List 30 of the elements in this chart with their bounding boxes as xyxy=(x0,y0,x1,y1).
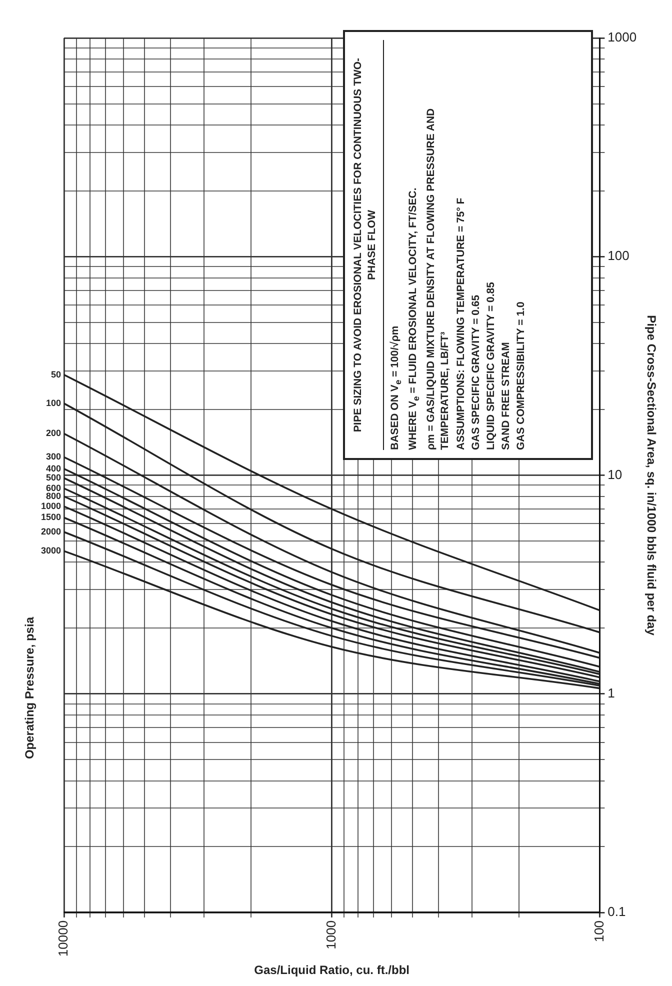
series-label: 200 xyxy=(46,428,61,438)
x-axis-title: Gas/Liquid Ratio, cu. ft./bbl xyxy=(254,963,410,978)
series-label: 2000 xyxy=(40,526,61,536)
annotation: ρm = GAS/LIQUID MIXTURE DENSITY AT FLOWING PRESSURE AND TEMPERATURE, LB/FT³ xyxy=(424,107,452,450)
series-label: 500 xyxy=(46,472,61,483)
series-label: 1500 xyxy=(40,512,61,522)
annotation: ASSUMPTIONS: FLOWING TEMPERATURE = 75° F xyxy=(454,196,468,450)
annotation: SAND FREE STREAM xyxy=(499,341,514,450)
series-label: 600 xyxy=(46,482,61,493)
y-tick-label: 1 xyxy=(608,685,615,700)
y-tick-label: 10 xyxy=(608,466,622,482)
series-label: 3000 xyxy=(40,546,61,556)
x-tick-label: 100 xyxy=(591,920,606,942)
annotation: GAS SPECIFIC GRAVITY = 0.65 xyxy=(468,294,483,450)
y-tick-label: 0.1 xyxy=(608,904,626,920)
annotation: GAS COMPRESSIBILITY = 1.0 xyxy=(514,300,528,450)
x-tick-label: 10000 xyxy=(56,920,71,957)
series-label: 400 xyxy=(46,463,61,474)
series-label: 1000 xyxy=(40,500,61,511)
y-tick-label: 100 xyxy=(608,248,630,264)
x-tick-label: 1000 xyxy=(323,920,338,950)
series-label: 800 xyxy=(46,490,61,501)
series-label: 300 xyxy=(46,452,61,462)
annotation: LIQUID SPECIFIC GRAVITY = 0.85 xyxy=(484,281,498,450)
series-label: 50 xyxy=(50,369,61,380)
series-label: 100 xyxy=(46,398,61,408)
legend-title: Operating Pressure, psia xyxy=(22,616,36,760)
y-axis-title: Pipe Cross-Sectional Area, sq. in/1000 bbls fluid per day xyxy=(644,315,658,636)
chart-title: PIPE SIZING TO AVOID EROSIONAL VELOCITIES FOR CONTINUOUS TWO-PHASE FLOW xyxy=(352,58,378,432)
y-tick-label: 1000 xyxy=(608,30,637,45)
